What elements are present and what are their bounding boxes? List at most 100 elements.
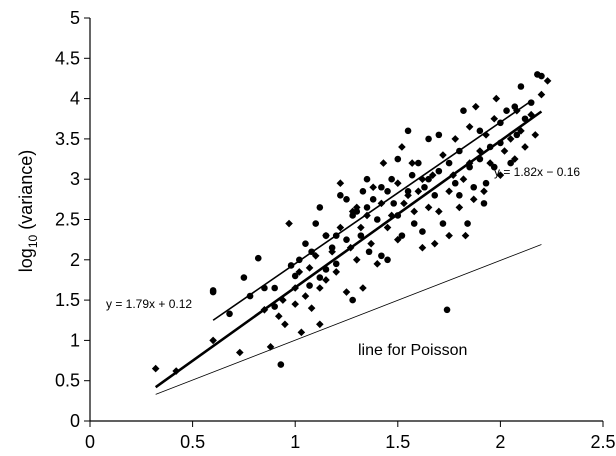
diamond-point bbox=[445, 231, 453, 240]
diamond-point bbox=[279, 296, 287, 304]
circle-point bbox=[527, 99, 535, 106]
circle-point bbox=[410, 220, 418, 227]
y-tick-label: 0.5 bbox=[55, 371, 80, 391]
diamond-point bbox=[394, 235, 402, 244]
diamond-point bbox=[235, 348, 244, 357]
circle-point bbox=[435, 131, 443, 139]
diamond-point bbox=[480, 187, 488, 196]
diamond-point bbox=[400, 199, 408, 208]
diamond-point bbox=[285, 219, 293, 228]
circle-point bbox=[431, 192, 439, 199]
y-tick-label: 3.5 bbox=[55, 129, 80, 149]
diamond-point bbox=[455, 203, 464, 212]
diamond-point bbox=[465, 123, 474, 131]
y-tick-label: 2.5 bbox=[55, 210, 80, 230]
circle-point bbox=[277, 361, 285, 368]
circle-point bbox=[445, 159, 453, 167]
diamond-point bbox=[328, 247, 336, 256]
diamond-point bbox=[379, 159, 388, 167]
circle-point bbox=[209, 288, 217, 296]
diamond-point bbox=[332, 268, 341, 276]
diamond-point bbox=[322, 276, 330, 284]
diamond-point bbox=[373, 260, 382, 268]
y-axis-title: log10 (variance) bbox=[16, 150, 40, 272]
diamond-point bbox=[274, 312, 283, 321]
circle-point bbox=[337, 192, 344, 199]
diamond-point bbox=[543, 77, 552, 85]
x-tick-label: 0.5 bbox=[180, 432, 205, 452]
circle-point bbox=[408, 171, 416, 179]
y-tick-label: 4 bbox=[70, 89, 80, 109]
diamond-point bbox=[410, 207, 419, 216]
diamond-point bbox=[352, 203, 361, 212]
diamond-point bbox=[439, 151, 447, 159]
circle-point bbox=[343, 236, 350, 243]
circle-point bbox=[443, 306, 451, 314]
diamond-point bbox=[435, 207, 443, 216]
circle-point bbox=[384, 187, 391, 195]
circle-point bbox=[357, 232, 365, 239]
circle-point bbox=[240, 274, 248, 281]
diamond-point bbox=[490, 114, 499, 123]
y-tick-label: 5 bbox=[70, 8, 80, 28]
circle-point bbox=[421, 183, 428, 191]
equation-label-upper-fit: y = 1.79x + 0.12 bbox=[106, 297, 192, 311]
axes bbox=[89, 18, 603, 422]
ticks: 0 0.5 1 1.5 2 2.5 3 3.5 4 4.5 5 0 0.5 1 1.5 2 2.5 bbox=[55, 8, 616, 452]
diamond-point bbox=[521, 143, 529, 151]
diamond-point bbox=[451, 135, 460, 143]
diamond-point bbox=[266, 343, 275, 351]
circle-point bbox=[451, 179, 459, 187]
circle-point bbox=[521, 115, 529, 123]
diamond-point bbox=[482, 131, 490, 139]
y-tick-label: 0 bbox=[70, 411, 80, 431]
diamond-point bbox=[281, 320, 289, 329]
diamond-point bbox=[537, 90, 546, 99]
regression-line-upper bbox=[212, 100, 532, 321]
circle-point bbox=[538, 72, 545, 80]
circle-point bbox=[271, 284, 278, 292]
diamond-point bbox=[311, 251, 320, 260]
diamond-point bbox=[322, 231, 330, 240]
diamond-point bbox=[418, 175, 427, 183]
diamond-point bbox=[151, 364, 160, 373]
circle-point bbox=[254, 254, 262, 262]
y-axis-title-subscript: 10 bbox=[26, 235, 40, 249]
circle-point bbox=[464, 220, 471, 227]
diamond-point bbox=[295, 268, 304, 276]
diamond-point bbox=[336, 179, 345, 188]
regression-line-lower bbox=[154, 110, 543, 389]
circle-point bbox=[316, 274, 324, 281]
circle-point bbox=[349, 212, 356, 219]
circle-point bbox=[388, 175, 395, 183]
diamond-point bbox=[424, 203, 433, 212]
diamond-point bbox=[291, 300, 299, 308]
diamond-point bbox=[510, 155, 519, 163]
y-tick-label: 1.5 bbox=[55, 290, 80, 310]
diamond-point bbox=[469, 195, 478, 204]
diamond-point bbox=[348, 207, 357, 216]
poisson-line bbox=[155, 244, 542, 395]
circle-point bbox=[369, 196, 377, 203]
circle-point bbox=[343, 196, 350, 203]
circle-point bbox=[439, 220, 447, 227]
diamond-point bbox=[486, 159, 494, 167]
circle-point bbox=[328, 244, 336, 252]
circle-point bbox=[507, 159, 514, 167]
circle-point bbox=[378, 183, 385, 191]
circle-point bbox=[415, 159, 422, 167]
diamond-point bbox=[297, 328, 306, 337]
circle-point bbox=[470, 183, 478, 191]
diamond-point bbox=[316, 320, 324, 329]
circle-point bbox=[480, 200, 488, 207]
circle-point bbox=[312, 220, 320, 227]
diamond-point bbox=[445, 187, 453, 196]
circle-point bbox=[460, 107, 467, 114]
diamond-point bbox=[305, 264, 314, 272]
diamond-point bbox=[359, 284, 367, 292]
data-points bbox=[151, 71, 552, 375]
circle-point bbox=[425, 175, 432, 183]
diamond-point bbox=[301, 292, 310, 300]
x-tick-label: 2.5 bbox=[590, 432, 615, 452]
circle-point bbox=[513, 131, 521, 139]
